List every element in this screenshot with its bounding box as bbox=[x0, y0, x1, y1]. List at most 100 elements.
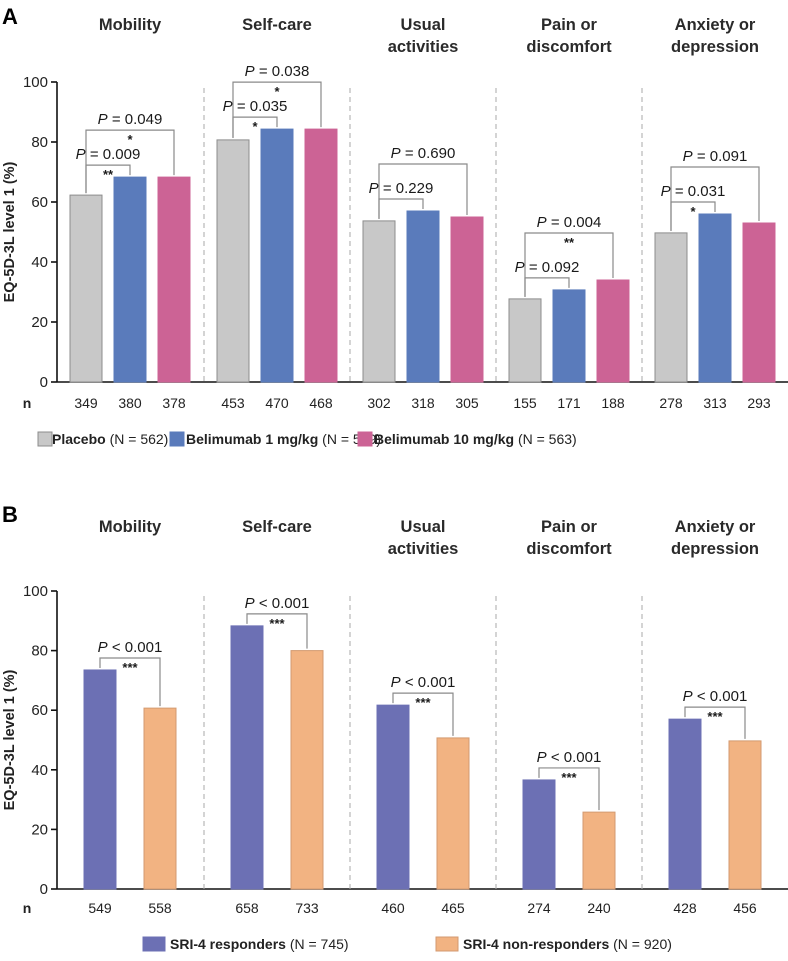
category-title: activities bbox=[388, 540, 459, 558]
p-value-label: P < 0.001 bbox=[537, 749, 602, 766]
p-value-label: P = 0.092 bbox=[515, 259, 580, 276]
bar-placebo bbox=[654, 232, 688, 383]
y-tick-label: 100 bbox=[23, 74, 48, 91]
bar-belimumab-1-mg-kg bbox=[260, 128, 294, 383]
category-title: Pain or bbox=[541, 16, 598, 34]
bar-sri-4-responders bbox=[668, 718, 702, 890]
n-value: 349 bbox=[74, 395, 98, 411]
significance-stars: *** bbox=[269, 616, 285, 631]
p-value-label: P = 0.690 bbox=[391, 145, 456, 162]
significance-stars: * bbox=[127, 132, 133, 147]
p-value-label: P < 0.001 bbox=[683, 688, 748, 705]
legend-label: Belimumab 1 mg/kg (N = 559) bbox=[186, 431, 381, 447]
category-title: Self-care bbox=[242, 518, 312, 536]
bar-belimumab-1-mg-kg bbox=[406, 210, 440, 383]
y-tick-label: 40 bbox=[31, 762, 48, 779]
panel-letter-A: A bbox=[2, 4, 18, 29]
bar-sri-4-responders bbox=[376, 704, 410, 890]
n-value: 305 bbox=[455, 395, 479, 411]
y-tick-label: 100 bbox=[23, 583, 48, 600]
n-value: 460 bbox=[381, 900, 405, 916]
y-tick-label: 80 bbox=[31, 643, 48, 660]
category-title: discomfort bbox=[526, 540, 612, 558]
significance-bracket bbox=[538, 767, 600, 811]
significance-bracket bbox=[524, 232, 614, 297]
category-title: depression bbox=[671, 540, 759, 558]
significance-bracket bbox=[378, 163, 468, 219]
bar-belimumab-10-mg-kg bbox=[742, 222, 776, 383]
p-value-label: P < 0.001 bbox=[391, 674, 456, 691]
significance-bracket bbox=[246, 613, 308, 649]
bar-belimumab-1-mg-kg bbox=[698, 213, 732, 383]
n-value: 428 bbox=[673, 900, 697, 916]
p-value-label: P = 0.035 bbox=[223, 98, 288, 115]
y-tick-label: 80 bbox=[31, 134, 48, 151]
n-value: 313 bbox=[703, 395, 727, 411]
legend-label: Belimumab 10 mg/kg (N = 563) bbox=[374, 431, 577, 447]
significance-stars: *** bbox=[707, 709, 723, 724]
significance-stars: ** bbox=[564, 235, 575, 250]
category-title: Self-care bbox=[242, 16, 312, 34]
category-title: discomfort bbox=[526, 38, 612, 56]
n-value: 378 bbox=[162, 395, 186, 411]
category-title: depression bbox=[671, 38, 759, 56]
n-value: 171 bbox=[557, 395, 581, 411]
bar-sri-4-responders bbox=[230, 625, 264, 890]
bar-sri-4-non-responders bbox=[143, 707, 177, 890]
significance-stars: *** bbox=[415, 695, 431, 710]
category-title: Anxiety or bbox=[675, 518, 756, 536]
bar-placebo bbox=[69, 194, 103, 383]
n-value: 274 bbox=[527, 900, 551, 916]
p-value-label: P = 0.038 bbox=[245, 63, 310, 80]
n-value: 240 bbox=[587, 900, 611, 916]
significance-stars: * bbox=[690, 204, 696, 219]
bar-belimumab-1-mg-kg bbox=[113, 176, 147, 383]
n-value: 155 bbox=[513, 395, 537, 411]
significance-bracket bbox=[232, 81, 322, 138]
y-tick-label: 20 bbox=[31, 314, 48, 331]
n-value: 278 bbox=[659, 395, 683, 411]
bar-sri-4-non-responders bbox=[436, 737, 470, 890]
category-title: Anxiety or bbox=[675, 16, 756, 34]
category-title: Mobility bbox=[99, 518, 162, 536]
n-value: 465 bbox=[441, 900, 465, 916]
n-value: 318 bbox=[411, 395, 435, 411]
bar-sri-4-non-responders bbox=[728, 740, 762, 890]
bar-belimumab-10-mg-kg bbox=[157, 176, 191, 383]
n-value: 188 bbox=[601, 395, 625, 411]
p-value-label: P = 0.031 bbox=[661, 183, 726, 200]
bar-belimumab-10-mg-kg bbox=[450, 216, 484, 383]
bar-belimumab-1-mg-kg bbox=[552, 289, 586, 383]
bar-placebo bbox=[216, 139, 250, 383]
bar-placebo bbox=[362, 220, 396, 383]
significance-bracket bbox=[392, 692, 454, 736]
legend-label: SRI-4 responders (N = 745) bbox=[170, 936, 349, 952]
significance-bracket bbox=[99, 657, 161, 707]
legend-swatch bbox=[142, 936, 166, 952]
y-tick-label: 0 bbox=[40, 881, 48, 898]
legend-swatch bbox=[435, 936, 459, 952]
significance-stars: ** bbox=[103, 167, 114, 182]
legend-label: Placebo (N = 562) bbox=[52, 431, 168, 447]
significance-stars: * bbox=[274, 84, 280, 99]
p-value-label: P = 0.229 bbox=[369, 180, 434, 197]
y-axis-label: EQ-5D-3L level 1 (%) bbox=[2, 161, 18, 302]
category-title: Mobility bbox=[99, 16, 162, 34]
p-value-label: P = 0.049 bbox=[98, 111, 163, 128]
n-value: 470 bbox=[265, 395, 289, 411]
bar-sri-4-responders bbox=[522, 779, 556, 890]
category-title: activities bbox=[388, 38, 459, 56]
y-tick-label: 60 bbox=[31, 702, 48, 719]
p-value-label: P < 0.001 bbox=[98, 639, 163, 656]
panel-letter-B: B bbox=[2, 502, 18, 527]
n-value: 658 bbox=[235, 900, 259, 916]
y-tick-label: 20 bbox=[31, 821, 48, 838]
n-value: 456 bbox=[733, 900, 757, 916]
p-value-label: P = 0.091 bbox=[683, 148, 748, 165]
p-value-label: P = 0.009 bbox=[76, 146, 141, 163]
significance-stars: *** bbox=[122, 660, 138, 675]
bar-placebo bbox=[508, 298, 542, 383]
significance-stars: * bbox=[252, 119, 258, 134]
n-value: 733 bbox=[295, 900, 319, 916]
